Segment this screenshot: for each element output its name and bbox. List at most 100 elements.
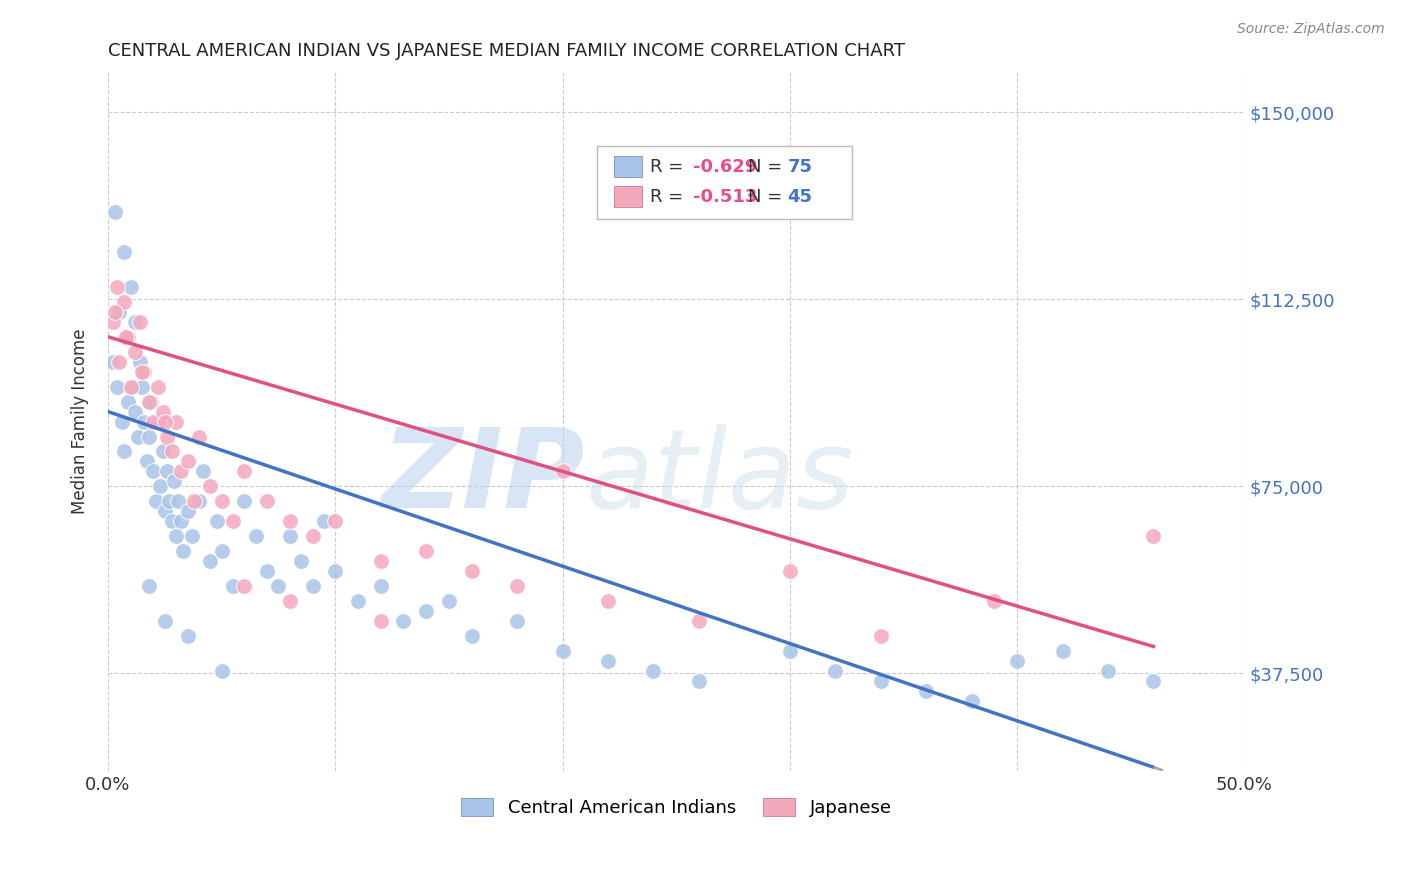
- Point: [172, 544, 194, 558]
- Text: R =: R =: [650, 158, 689, 176]
- Point: [117, 330, 139, 344]
- Point: [222, 514, 245, 528]
- Point: [301, 579, 323, 593]
- Point: [301, 529, 323, 543]
- Point: [200, 479, 222, 493]
- Point: [596, 594, 619, 608]
- Text: N =: N =: [748, 158, 787, 176]
- Text: R =: R =: [650, 187, 689, 206]
- Point: [170, 514, 193, 528]
- Point: [1005, 654, 1028, 668]
- Point: [187, 429, 209, 443]
- Bar: [613, 156, 643, 178]
- Point: [596, 654, 619, 668]
- Point: [960, 694, 983, 708]
- Point: [181, 529, 204, 543]
- Point: [915, 684, 938, 698]
- Point: [152, 444, 174, 458]
- Point: [131, 379, 153, 393]
- Point: [112, 244, 135, 259]
- Point: [205, 514, 228, 528]
- Text: CENTRAL AMERICAN INDIAN VS JAPANESE MEDIAN FAMILY INCOME CORRELATION CHART: CENTRAL AMERICAN INDIAN VS JAPANESE MEDI…: [108, 42, 905, 60]
- Point: [370, 554, 392, 568]
- Point: [152, 404, 174, 418]
- Text: atlas: atlas: [585, 424, 853, 531]
- Point: [460, 629, 482, 643]
- Point: [128, 355, 150, 369]
- Point: [869, 629, 891, 643]
- Point: [211, 664, 233, 678]
- Point: [643, 664, 665, 678]
- Point: [1142, 673, 1164, 688]
- Point: [115, 330, 138, 344]
- Point: [170, 465, 193, 479]
- Point: [156, 429, 179, 443]
- Point: [138, 579, 160, 593]
- Point: [131, 365, 153, 379]
- Point: [127, 429, 149, 443]
- Y-axis label: Median Family Income: Median Family Income: [72, 329, 89, 515]
- Point: [824, 664, 846, 678]
- Point: [187, 494, 209, 508]
- Point: [104, 305, 127, 319]
- Point: [104, 205, 127, 219]
- Point: [1052, 644, 1074, 658]
- Point: [124, 315, 146, 329]
- Text: ZIP: ZIP: [382, 424, 585, 531]
- Point: [688, 673, 710, 688]
- Point: [551, 465, 574, 479]
- Point: [267, 579, 290, 593]
- Point: [233, 579, 256, 593]
- Point: [122, 379, 145, 393]
- Point: [506, 614, 529, 628]
- Point: [138, 429, 160, 443]
- Point: [142, 415, 165, 429]
- Point: [108, 355, 131, 369]
- Point: [120, 280, 142, 294]
- Point: [211, 544, 233, 558]
- Point: [176, 454, 198, 468]
- Point: [112, 444, 135, 458]
- Point: [256, 564, 278, 578]
- Point: [153, 614, 176, 628]
- Point: [176, 629, 198, 643]
- Point: [370, 579, 392, 593]
- Point: [506, 579, 529, 593]
- Point: [323, 564, 346, 578]
- Point: [256, 494, 278, 508]
- Point: [117, 394, 139, 409]
- Point: [134, 415, 156, 429]
- Text: N =: N =: [748, 187, 787, 206]
- Text: 45: 45: [787, 187, 813, 206]
- Point: [105, 280, 128, 294]
- Point: [160, 444, 183, 458]
- Point: [183, 494, 205, 508]
- Point: [128, 315, 150, 329]
- Point: [124, 344, 146, 359]
- Point: [245, 529, 267, 543]
- Point: [145, 494, 167, 508]
- Point: [146, 415, 169, 429]
- Point: [347, 594, 370, 608]
- Point: [779, 564, 801, 578]
- Text: 75: 75: [787, 158, 813, 176]
- Point: [146, 379, 169, 393]
- Point: [134, 365, 156, 379]
- Point: [149, 479, 172, 493]
- Point: [111, 415, 134, 429]
- FancyBboxPatch shape: [596, 145, 852, 219]
- Point: [779, 644, 801, 658]
- Point: [193, 465, 215, 479]
- Bar: [613, 186, 643, 207]
- Point: [312, 514, 335, 528]
- Point: [415, 544, 437, 558]
- Text: -0.513: -0.513: [693, 187, 758, 206]
- Point: [141, 394, 163, 409]
- Point: [101, 355, 124, 369]
- Point: [135, 454, 157, 468]
- Point: [124, 404, 146, 418]
- Point: [108, 305, 131, 319]
- Point: [323, 514, 346, 528]
- Point: [165, 415, 187, 429]
- Point: [437, 594, 460, 608]
